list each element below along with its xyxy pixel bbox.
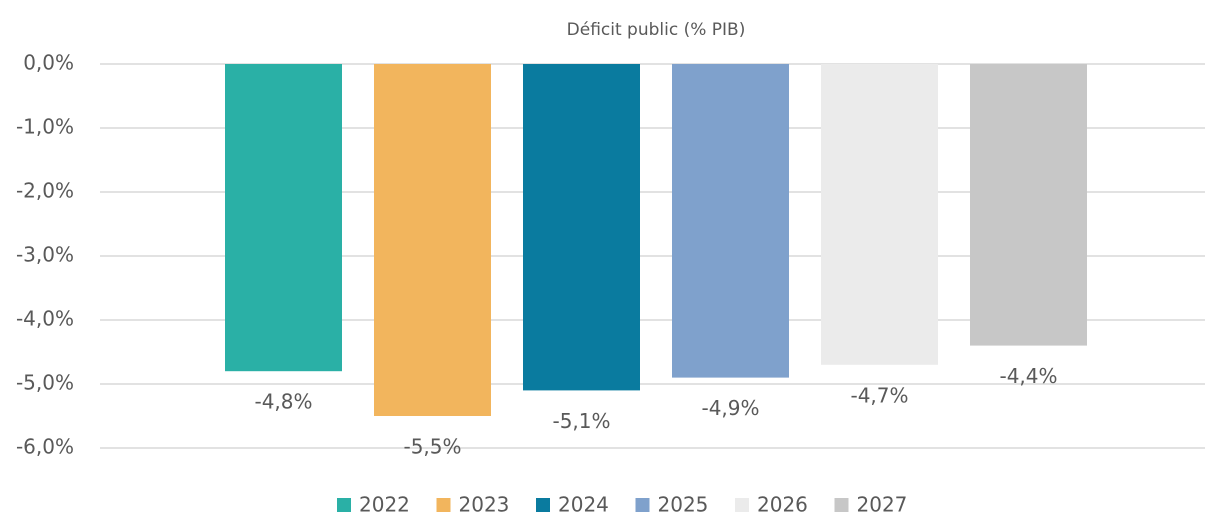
legend-swatch — [436, 498, 451, 512]
chart-title: Déficit public (% PIB) — [567, 20, 746, 40]
legend-swatch — [536, 498, 550, 512]
y-tick-label: -1,0% — [16, 115, 74, 139]
legend-label: 2022 — [359, 493, 410, 517]
legend-swatch — [735, 498, 749, 512]
bar — [523, 64, 640, 391]
y-tick-label: -2,0% — [16, 179, 74, 203]
bar — [374, 64, 491, 416]
y-tick-label: -4,0% — [16, 307, 74, 331]
legend-swatch — [337, 498, 351, 512]
y-tick-label: -3,0% — [16, 243, 74, 267]
data-label: -5,5% — [403, 435, 461, 459]
bar — [225, 64, 342, 372]
y-tick-label: -5,0% — [16, 371, 74, 395]
data-label: -4,4% — [999, 364, 1057, 388]
bar — [672, 64, 789, 378]
legend-swatch — [635, 498, 650, 512]
bar — [821, 64, 938, 365]
legend-label: 2024 — [558, 493, 609, 517]
y-tick-label: -6,0% — [16, 435, 74, 459]
legend-label: 2025 — [658, 493, 709, 517]
legend-label: 2026 — [757, 493, 808, 517]
data-label: -4,8% — [254, 390, 312, 414]
data-label: -4,9% — [701, 396, 759, 420]
data-label: -5,1% — [552, 409, 610, 433]
bar — [970, 64, 1087, 346]
legend-swatch — [834, 498, 849, 512]
data-label: -4,7% — [850, 383, 908, 407]
legend-label: 2027 — [857, 493, 908, 517]
legend-label: 2023 — [459, 493, 510, 517]
y-tick-label: 0,0% — [23, 51, 74, 75]
